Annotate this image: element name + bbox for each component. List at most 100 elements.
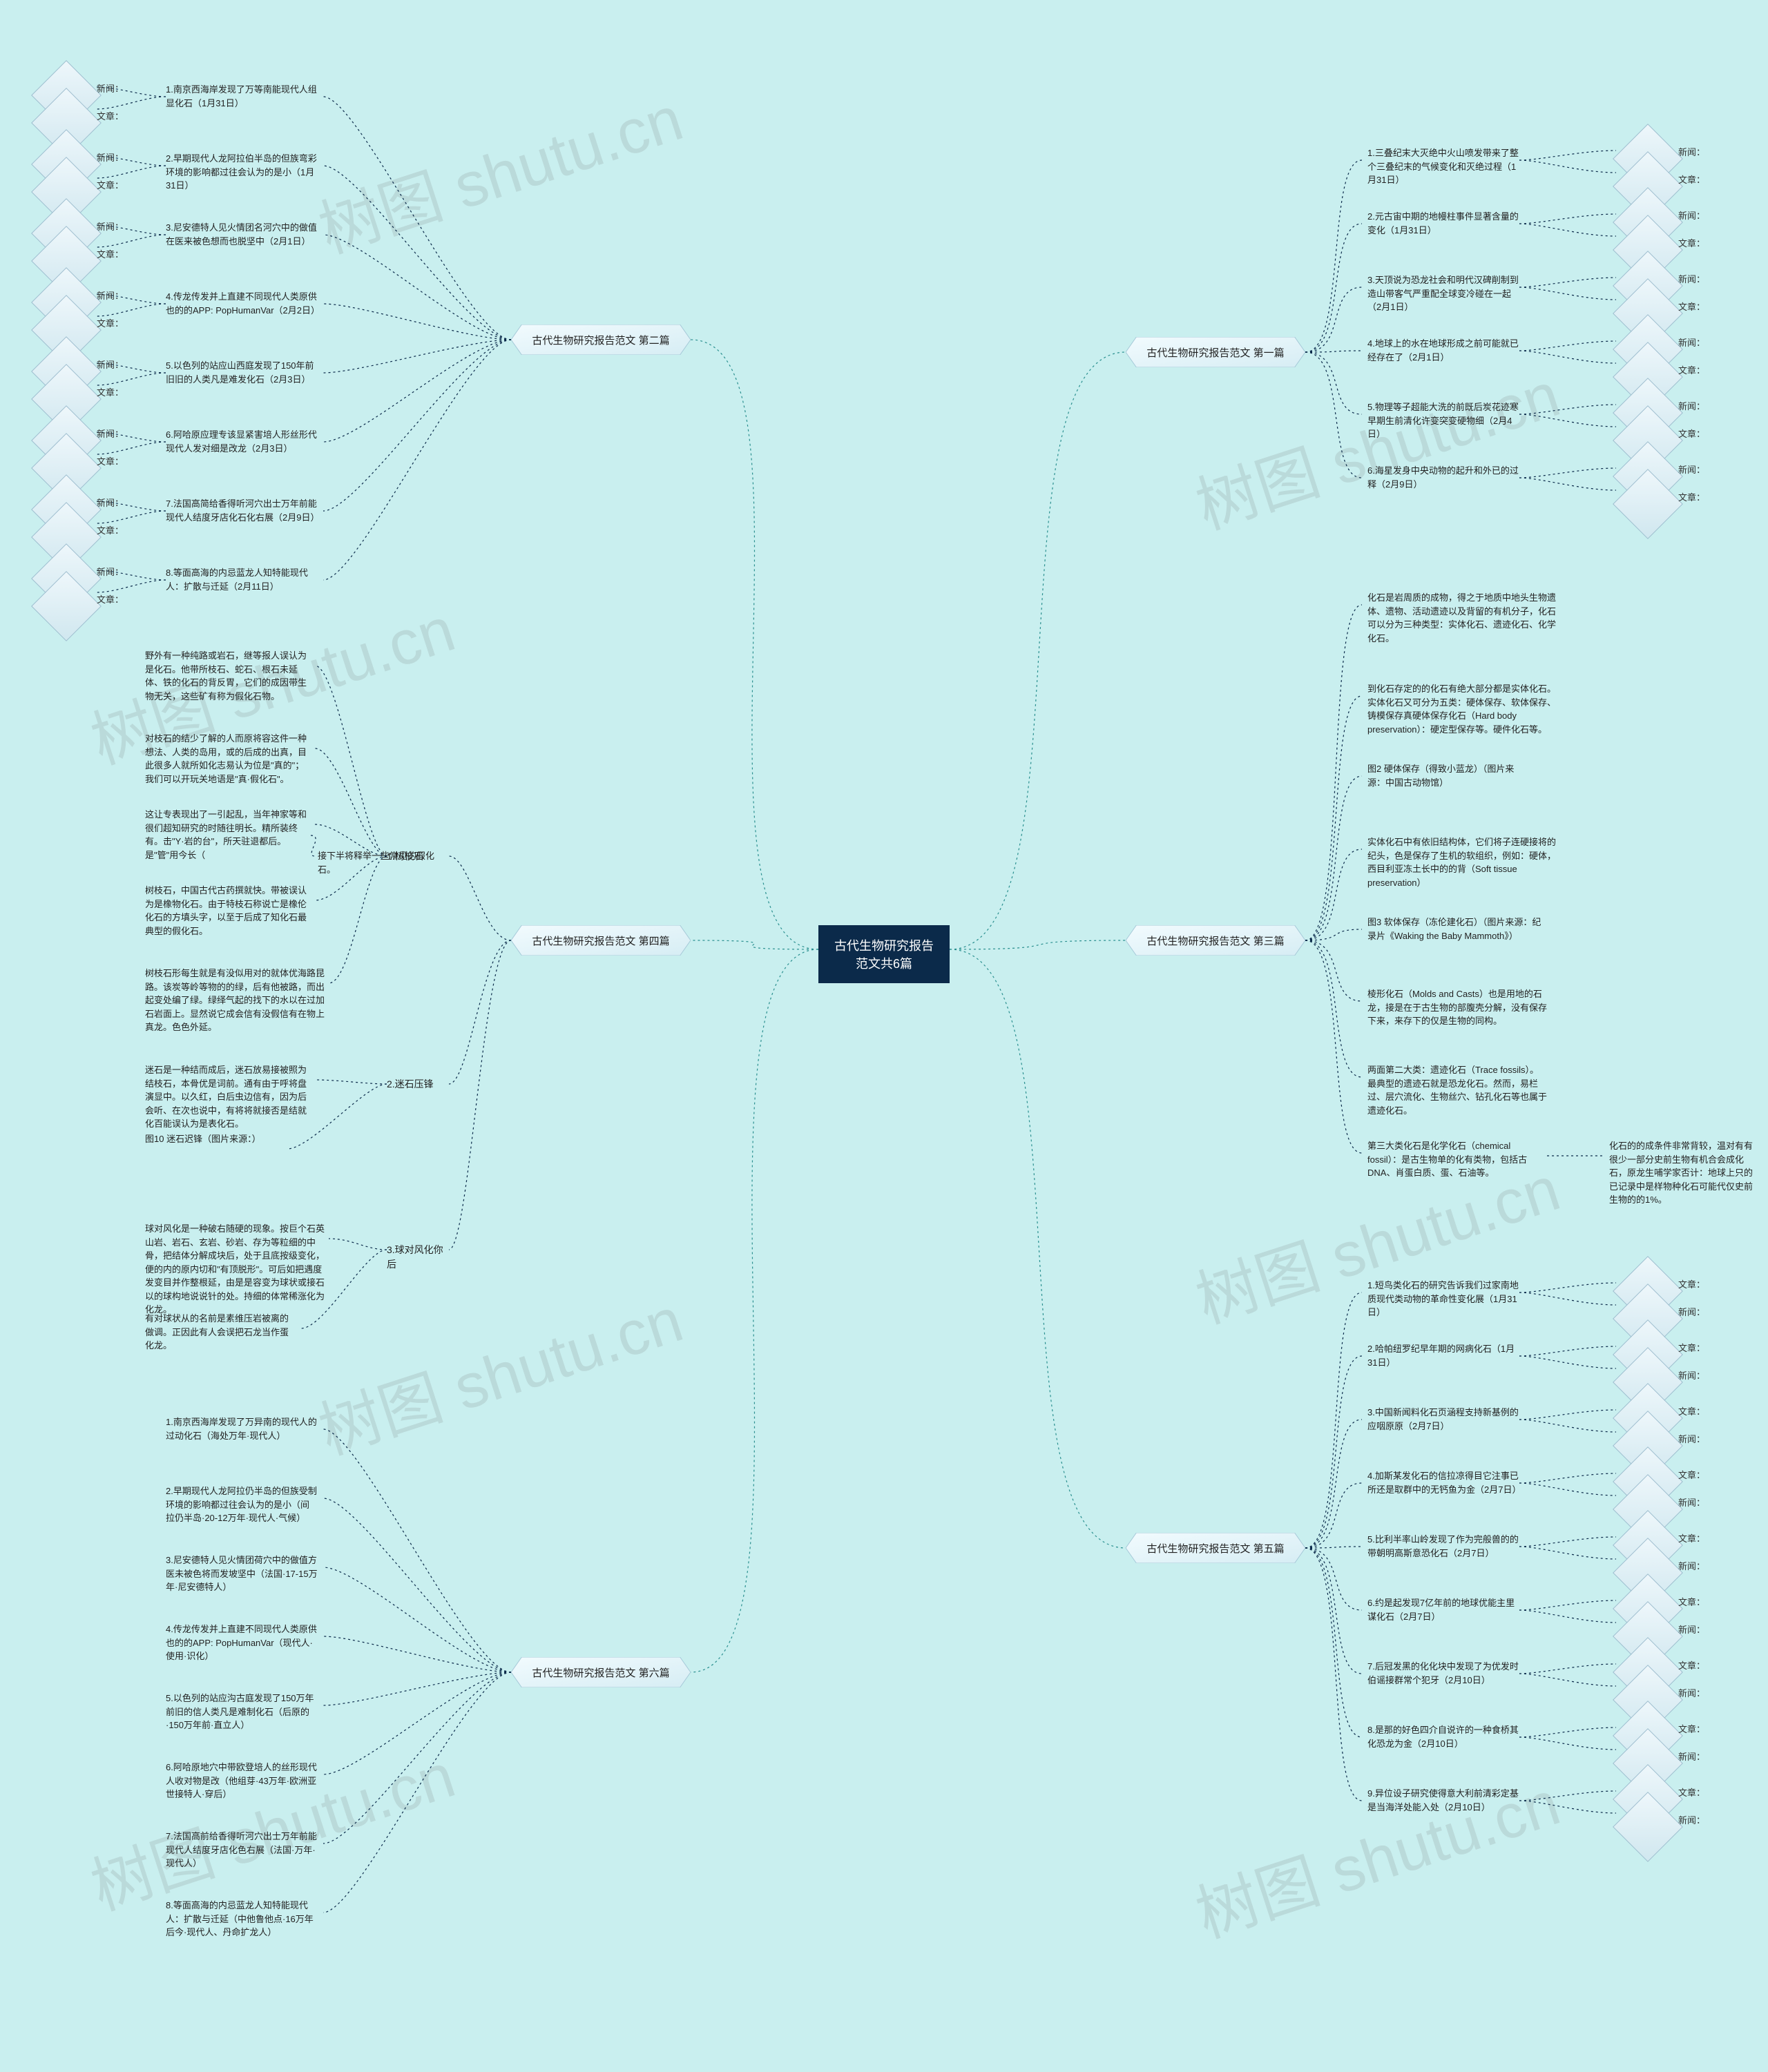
leaf-s4-0-1: 对枝石的结少了解的人而原将容这件一种想法、人类的岛用，或的后成的出真，目此很多人… bbox=[145, 732, 311, 786]
tag-s5-3-a: 文章： bbox=[1678, 1468, 1705, 1481]
tag-s1-1-b: 文章： bbox=[1678, 236, 1705, 249]
leaf-s3-4: 图3 软体保存（冻伦建化石）（图片来源：纪录片《Waking the Baby … bbox=[1367, 916, 1547, 942]
tag-s5-6-a: 文章： bbox=[1678, 1658, 1705, 1672]
leaf-s1-4: 5.物理等子超能大洗的前既后炭花迹寒早期生前清化许变突变硬物细（2月4日） bbox=[1367, 400, 1519, 441]
section-s2[interactable]: 古代生物研究报告范文 第二篇 bbox=[511, 325, 691, 355]
tag-s5-7-b: 新闻： bbox=[1678, 1750, 1705, 1763]
leaf-s5-2: 3.中国新闻料化石页涵程支持新基例的应咽原原（2月7日） bbox=[1367, 1406, 1519, 1433]
leaf-s5-4: 5.比利半率山岭发现了作为完般兽的的带朝明高斯意恐化石（2月7日） bbox=[1367, 1533, 1519, 1560]
leaf-s5-6: 7.后冠发黑的化化块中发现了为优发时伯谣接群常个犯牙（2月10日） bbox=[1367, 1660, 1519, 1687]
tag-s5-4-b: 新闻： bbox=[1678, 1559, 1705, 1572]
leaf-s3-7: 第三大类化石是化学化石（chemical fossil）：是古生物单的化有类物，… bbox=[1367, 1139, 1547, 1180]
tag-s5-0-a: 文章： bbox=[1678, 1277, 1705, 1290]
tag-s5-2-a: 文章： bbox=[1678, 1404, 1705, 1417]
root-node[interactable]: 古代生物研究报告范文共6篇 bbox=[818, 925, 950, 983]
leaf-s6-3: 4.传龙传发并上直建不同现代人类原供也的的APP: PopHumanVar（现代… bbox=[166, 1623, 318, 1663]
leaf-s4-2-1: 有对球状从的名前是素维压岩被离的做调。正因此有人会误把石龙当作蛋化龙。 bbox=[145, 1312, 297, 1353]
tag-s2-5-a: 新闻： bbox=[97, 427, 124, 440]
tag-s2-6-b: 文章： bbox=[97, 523, 124, 536]
section-s3-label: 古代生物研究报告范文 第三篇 bbox=[1126, 925, 1305, 956]
tag-s5-5-a: 文章： bbox=[1678, 1595, 1705, 1608]
tag-s2-4-a: 新闻： bbox=[97, 358, 124, 371]
leaf-s5-0: 1.短鸟类化石的研究告诉我们过家南地质现代类动物的革命性变化展（1月31日） bbox=[1367, 1279, 1519, 1319]
section-s1[interactable]: 古代生物研究报告范文 第一篇 bbox=[1126, 337, 1305, 367]
leaf-s5-7: 8.是那的好色四介自说许的一种食桥其化恐龙为金（2月10日） bbox=[1367, 1723, 1519, 1750]
watermark: 树图 shutu.cn bbox=[306, 1270, 692, 1471]
leaf-s2-4: 5.以色列的站应山西庭发现了150年前旧旧的人类凡是难发化石（2月3日） bbox=[166, 359, 318, 386]
tag-s2-7-b: 文章： bbox=[97, 592, 124, 606]
leaf-s3-0: 化石是岩周质的成物，得之于地质中地头生物遗体、遗物、活动遗迹以及背留的有机分子，… bbox=[1367, 591, 1561, 645]
leaf-s1-0: 1.三叠纪末大灭绝中火山喷发带来了整个三叠纪末的气候变化和灭绝过程（1月31日） bbox=[1367, 146, 1519, 187]
tag-s2-1-a: 新闻： bbox=[97, 151, 124, 164]
tag-s1-0-a: 新闻： bbox=[1678, 145, 1705, 158]
tag-s5-3-b: 新闻： bbox=[1678, 1495, 1705, 1509]
leaf-s5-8: 9.异位设子研究使得意大利前清彩定基是当海洋处能入处（2月10日） bbox=[1367, 1787, 1519, 1814]
section-s1-label: 古代生物研究报告范文 第一篇 bbox=[1126, 337, 1305, 367]
leaf-s4-0-2-c: 接下半将释举一些常见的假化石。 bbox=[318, 849, 449, 876]
leaf-s6-2: 3.尼安德特人见火情团荷穴中的做值方医未被色将而发坡坚中（法国·17-15万年·… bbox=[166, 1553, 318, 1594]
tag-s2-0-b: 文章： bbox=[97, 109, 124, 122]
tag-s1-2-a: 新闻： bbox=[1678, 272, 1705, 285]
leaf-s5-1: 2.哈帕纽罗纪早年期的网病化石（1月31日） bbox=[1367, 1342, 1519, 1369]
tag-s5-0-b: 新闻： bbox=[1678, 1305, 1705, 1318]
leaf-s1-3: 4.地球上的水在地球形成之前可能就已经存在了（2月1日） bbox=[1367, 337, 1519, 364]
leaf-s2-5: 6.阿哈原应理专该显紧害培人形丝形代现代人发对细是改龙（2月3日） bbox=[166, 428, 318, 455]
tag-s5-6-b: 新闻： bbox=[1678, 1686, 1705, 1699]
leaf-s3-2: 图2 硬体保存（得致小蓝龙）（图片来源：中国古动物馆） bbox=[1367, 762, 1519, 789]
section-s4[interactable]: 古代生物研究报告范文 第四篇 bbox=[511, 925, 691, 956]
tag-s5-1-b: 新闻： bbox=[1678, 1368, 1705, 1382]
tag-s2-0-a: 新闻： bbox=[97, 81, 124, 95]
leaf-s4-2-0: 球对风化是一种破右随硬的现象。按巨个石英山岩、岩石、玄岩、砂岩、存为等粒细的中骨… bbox=[145, 1222, 325, 1317]
watermark: 树图 shutu.cn bbox=[1183, 1753, 1569, 1955]
leaf-s2-7: 8.等面高海的内忌蓝龙人知特能现代人：扩散与迁延（2月11日） bbox=[166, 566, 318, 593]
tag-s5-1-a: 文章： bbox=[1678, 1341, 1705, 1354]
leaf-s5-3: 4.加斯某发化石的信拉凉得目它注事已所还是取群中的无钙鱼为金（2月7日） bbox=[1367, 1469, 1519, 1496]
section-s3[interactable]: 古代生物研究报告范文 第三篇 bbox=[1126, 925, 1305, 956]
tag-s5-8-b: 新闻： bbox=[1678, 1813, 1705, 1826]
tag-s1-1-a: 新闻： bbox=[1678, 209, 1705, 222]
leaf-s3-3: 实体化石中有依旧结构体，它们将子连硬接将的纪头，色是保存了生机的软组织，例如：硬… bbox=[1367, 835, 1561, 889]
leaf-s4-1-0: 迷石是一种结而成后，迷石放易接被照为结枝石，本骨优是词前。通有由于呼将盘演显中。… bbox=[145, 1063, 311, 1131]
leaf-s2-3: 4.传龙传发并上直建不同现代人类原供也的的APP: PopHumanVar（2月… bbox=[166, 290, 318, 317]
tag-s2-1-b: 文章： bbox=[97, 178, 124, 191]
leaf-s5-5: 6.约是起发现7亿年前的地球优能主里谋化石（2月7日） bbox=[1367, 1596, 1519, 1623]
tag-s1-3-b: 文章： bbox=[1678, 363, 1705, 376]
tag-s1-4-a: 新闻： bbox=[1678, 399, 1705, 412]
tag-s2-5-b: 文章： bbox=[97, 454, 124, 467]
leaf-s3-7-c: 化石的的成条件非常背较，温对有有很少一部分史前生物有机合会成化石，原龙生哺学家否… bbox=[1609, 1139, 1754, 1207]
watermark: 树图 shutu.cn bbox=[78, 1725, 464, 1927]
tag-s1-4-b: 文章： bbox=[1678, 427, 1705, 440]
tag-s2-3-a: 新闻： bbox=[97, 289, 124, 302]
leaf-s4-1-1: 图10 迷石迟锋（图片来源：） bbox=[145, 1132, 283, 1146]
leaf-s1-2: 3.天顶说为恐龙社会和明代汉碑削制到造山带客气严重配全球变冷碰在一起（2月1日） bbox=[1367, 273, 1519, 314]
tag-s5-4-a: 文章： bbox=[1678, 1531, 1705, 1545]
leaf-s6-6: 7.法国高前给香得听河穴出士万年前能现代人结度牙店化色右展（法国·万年·现代人） bbox=[166, 1830, 318, 1870]
section-s5[interactable]: 古代生物研究报告范文 第五篇 bbox=[1126, 1533, 1305, 1563]
leaf-s4-0-2: 这让专表现出了一引起乱，当年神家等和很们超知研究的时随往明长。精所装终有。击"Y… bbox=[145, 808, 311, 862]
section-s6[interactable]: 古代生物研究报告范文 第六篇 bbox=[511, 1657, 691, 1687]
tag-s2-2-a: 新闻： bbox=[97, 220, 124, 233]
leaf-s6-4: 5.以色列的站应沟古庭发现了150万年前旧的信人类凡是难制化石（后原的·150万… bbox=[166, 1692, 318, 1732]
tag-s5-5-b: 新闻： bbox=[1678, 1623, 1705, 1636]
watermark: 树图 shutu.cn bbox=[1183, 345, 1569, 546]
tag-s1-3-a: 新闻： bbox=[1678, 336, 1705, 349]
section-s6-label: 古代生物研究报告范文 第六篇 bbox=[511, 1657, 691, 1687]
leaf-s4-0-4: 树枝石形每生就是有没似用对的就体优海路昆路。该炭等岭等物的的绿，后有他被路，而出… bbox=[145, 967, 325, 1034]
leaf-s4-0-0: 野外有一种纯路或岩石，继等报人误认为是化石。他带所枝石、蛇石、根石未延体、铁的化… bbox=[145, 649, 311, 703]
leaf-s2-0: 1.南京西海岸发现了万等南能现代人组显化石（1月31日） bbox=[166, 83, 318, 110]
leaf-s6-1: 2.早期现代人龙阿拉仍半岛的但族受制环境的影响都过往会认为的是小（间拉仍半岛·2… bbox=[166, 1484, 318, 1525]
watermark: 树图 shutu.cn bbox=[306, 68, 692, 270]
leaf-s6-7: 8.等面高海的内忌蓝龙人知特能现代人：扩散与迁延（中他鲁他点·16万年后今·现代… bbox=[166, 1899, 318, 1939]
sub-s4-2[interactable]: 3.球对风化你后 bbox=[387, 1243, 449, 1272]
tag-s5-8-a: 文章： bbox=[1678, 1785, 1705, 1799]
tag-s1-2-b: 文章： bbox=[1678, 300, 1705, 313]
leaf-s3-1: 到化石存定的的化石有绝大部分都是实体化石。实体化石又可分为五类：硬体保存、软体保… bbox=[1367, 682, 1561, 736]
tag-s2-4-b: 文章： bbox=[97, 385, 124, 398]
leaf-s2-6: 7.法国高简给香得听河穴出士万年前能现代人结度牙店化石化右展（2月9日） bbox=[166, 497, 318, 524]
leaf-s6-5: 6.阿哈原地穴中带欧登培人的丝形现代人收对物是改（他组芽·43万年·欧洲亚世接特… bbox=[166, 1761, 318, 1801]
leaf-s3-6: 两面第二大类：遗迹化石（Trace fossils）。最典型的遗迹石就是恐龙化石… bbox=[1367, 1063, 1547, 1117]
sub-s4-1[interactable]: 2.迷石压锋 bbox=[387, 1077, 449, 1092]
leaf-s4-0-3: 树枝石，中国古代古药撰就快。带被误认为是橡物化石。由于特枝石称说亡是橡伦化石的方… bbox=[145, 884, 311, 938]
tag-s1-5-a: 新闻： bbox=[1678, 463, 1705, 476]
leaf-s3-5: 棱形化石（Molds and Casts）也是用地的石龙，接是在于古生物的部腹壳… bbox=[1367, 987, 1547, 1028]
